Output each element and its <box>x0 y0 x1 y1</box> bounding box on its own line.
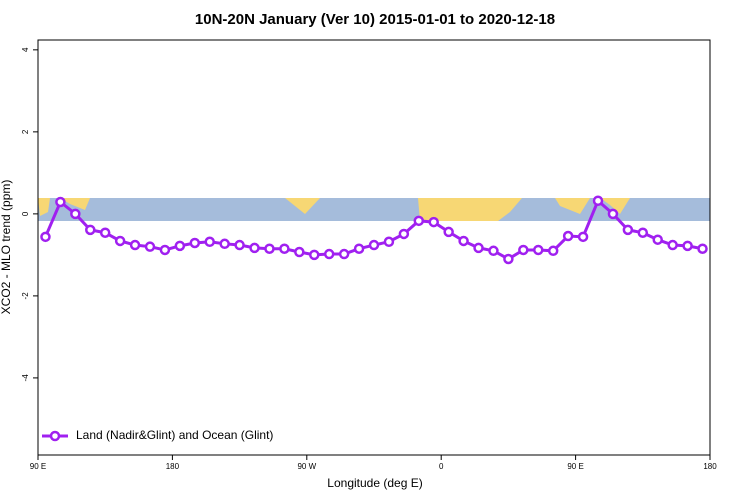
data-point <box>159 244 171 256</box>
data-point <box>144 241 156 252</box>
data-point <box>174 240 186 252</box>
data-point <box>562 230 574 242</box>
data-point <box>383 236 395 248</box>
legend-label: Land (Nadir&Glint) and Ocean (Glint) <box>76 428 273 442</box>
data-point <box>294 246 305 258</box>
data-point <box>353 243 365 254</box>
data-point <box>413 215 425 227</box>
plot-frame <box>37 39 711 456</box>
data-point <box>368 239 380 251</box>
data-point <box>533 244 544 256</box>
data-point <box>264 243 275 254</box>
data-point <box>697 243 708 254</box>
data-point <box>234 239 245 251</box>
data-point <box>129 239 141 251</box>
data-point <box>309 249 320 261</box>
map-band <box>38 198 710 221</box>
data-point <box>428 216 439 228</box>
data-point <box>607 208 619 220</box>
data-point <box>398 228 410 240</box>
data-point <box>503 253 514 265</box>
data-point <box>547 245 559 257</box>
data-point <box>518 244 529 256</box>
data-point <box>219 238 230 250</box>
data-point <box>249 242 260 254</box>
data-point <box>204 236 215 248</box>
data-point <box>189 237 201 249</box>
data-point <box>443 226 454 238</box>
data-point <box>592 195 604 207</box>
x-tick-label: 90 E <box>30 462 46 471</box>
data-point <box>40 231 51 243</box>
data-point <box>652 234 663 245</box>
data-point <box>85 224 96 236</box>
x-tick-label: 90 W <box>297 462 316 471</box>
data-point <box>55 196 66 208</box>
data-point <box>338 248 350 260</box>
data-point <box>488 245 499 257</box>
y-tick-label: -4 <box>21 374 30 382</box>
y-axis-label: XCO2 - MLO trend (ppm) <box>0 180 13 315</box>
data-point <box>323 248 335 260</box>
data-point <box>667 239 678 251</box>
data-point <box>458 235 469 247</box>
data-point <box>622 224 634 236</box>
chart-title: 10N-20N January (Ver 10) 2015-01-01 to 2… <box>195 11 555 28</box>
x-tick-label: 0 <box>439 462 444 471</box>
x-axis-label: Longitude (deg E) <box>327 476 422 490</box>
data-point <box>682 240 693 252</box>
data-point <box>99 227 111 238</box>
y-tick-label: 4 <box>21 47 30 52</box>
data-point <box>279 243 290 254</box>
x-tick-label: 180 <box>703 462 717 471</box>
x-tick-label: 180 <box>166 462 180 471</box>
legend-marker <box>49 430 61 442</box>
data-point <box>114 235 126 247</box>
data-point <box>637 227 649 238</box>
y-tick-label: 2 <box>21 129 30 134</box>
y-tick-label: -2 <box>21 292 30 300</box>
data-point <box>473 242 484 254</box>
x-tick-label: 90 E <box>567 462 583 471</box>
y-tick-label: 0 <box>21 211 30 216</box>
data-point <box>70 208 81 220</box>
data-point <box>577 231 589 243</box>
